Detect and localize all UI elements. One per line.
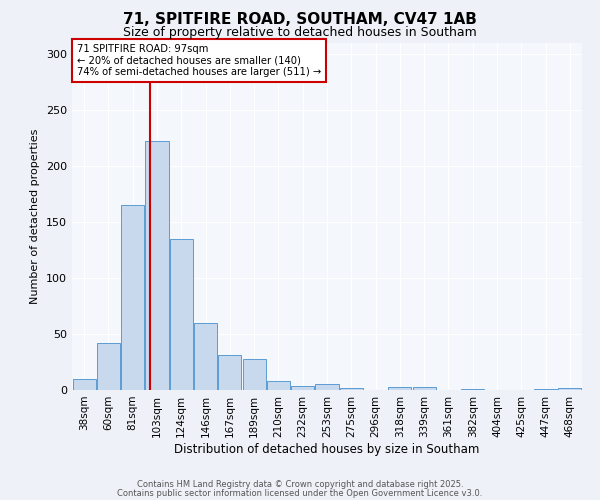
Text: Contains public sector information licensed under the Open Government Licence v3: Contains public sector information licen… bbox=[118, 488, 482, 498]
Bar bbox=[242, 358, 266, 390]
Bar bbox=[461, 389, 484, 390]
Bar bbox=[194, 322, 217, 390]
Y-axis label: Number of detached properties: Number of detached properties bbox=[31, 128, 40, 304]
Bar bbox=[534, 389, 557, 390]
Bar bbox=[291, 386, 314, 390]
Text: 71 SPITFIRE ROAD: 97sqm
← 20% of detached houses are smaller (140)
74% of semi-d: 71 SPITFIRE ROAD: 97sqm ← 20% of detache… bbox=[77, 44, 322, 78]
Text: Size of property relative to detached houses in Southam: Size of property relative to detached ho… bbox=[123, 26, 477, 39]
Bar bbox=[121, 205, 144, 390]
Bar bbox=[218, 355, 241, 390]
Bar bbox=[97, 343, 120, 390]
Bar bbox=[170, 238, 193, 390]
X-axis label: Distribution of detached houses by size in Southam: Distribution of detached houses by size … bbox=[175, 442, 479, 456]
Bar bbox=[73, 379, 95, 390]
Bar bbox=[145, 141, 169, 390]
Bar bbox=[559, 388, 581, 390]
Bar bbox=[267, 381, 290, 390]
Text: Contains HM Land Registry data © Crown copyright and database right 2025.: Contains HM Land Registry data © Crown c… bbox=[137, 480, 463, 489]
Bar bbox=[316, 384, 338, 390]
Text: 71, SPITFIRE ROAD, SOUTHAM, CV47 1AB: 71, SPITFIRE ROAD, SOUTHAM, CV47 1AB bbox=[123, 12, 477, 28]
Bar bbox=[340, 388, 363, 390]
Bar bbox=[413, 386, 436, 390]
Bar bbox=[388, 386, 412, 390]
